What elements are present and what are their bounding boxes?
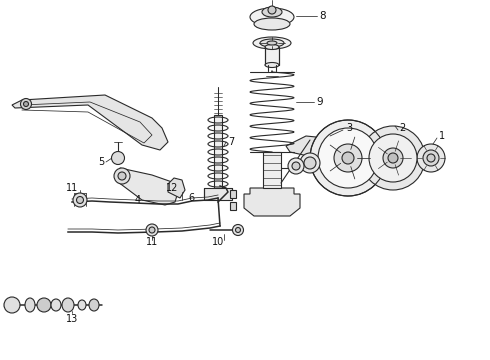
Text: 10: 10: [212, 237, 224, 247]
Circle shape: [300, 153, 320, 173]
Circle shape: [73, 193, 87, 207]
Circle shape: [388, 153, 398, 163]
Circle shape: [268, 6, 276, 14]
Text: 7: 7: [228, 137, 234, 147]
Text: 3: 3: [346, 123, 352, 133]
Circle shape: [423, 150, 439, 166]
Bar: [230, 190, 236, 198]
Ellipse shape: [37, 298, 51, 312]
Ellipse shape: [25, 298, 35, 312]
Circle shape: [369, 134, 417, 182]
Circle shape: [427, 154, 435, 162]
Ellipse shape: [260, 39, 284, 47]
Circle shape: [232, 225, 244, 235]
Ellipse shape: [262, 7, 282, 17]
Ellipse shape: [89, 299, 99, 311]
Ellipse shape: [267, 41, 277, 45]
Bar: [263, 152, 281, 188]
Bar: [230, 202, 236, 210]
Text: 4: 4: [135, 195, 141, 205]
Circle shape: [318, 128, 378, 188]
Circle shape: [21, 99, 31, 109]
Circle shape: [114, 168, 130, 184]
Circle shape: [310, 120, 386, 196]
Circle shape: [76, 197, 83, 203]
Text: 8: 8: [319, 11, 326, 21]
Ellipse shape: [265, 45, 279, 49]
Text: 6: 6: [188, 193, 194, 203]
Ellipse shape: [62, 298, 74, 312]
Polygon shape: [118, 168, 178, 205]
Text: 12: 12: [166, 183, 178, 193]
Ellipse shape: [265, 63, 279, 68]
Bar: [204, 188, 232, 200]
Circle shape: [112, 152, 124, 165]
Ellipse shape: [78, 300, 86, 310]
Bar: [265, 47, 279, 65]
Bar: [214, 115, 222, 188]
Text: 2: 2: [399, 123, 405, 133]
Text: 13: 13: [66, 314, 78, 324]
Circle shape: [146, 224, 158, 236]
Ellipse shape: [254, 18, 290, 30]
Circle shape: [149, 227, 155, 233]
Polygon shape: [168, 178, 185, 198]
Circle shape: [288, 158, 304, 174]
Text: 1: 1: [439, 131, 445, 141]
Circle shape: [417, 144, 445, 172]
Circle shape: [334, 144, 362, 172]
Ellipse shape: [51, 299, 61, 311]
Text: 11: 11: [146, 237, 158, 247]
Circle shape: [4, 297, 20, 313]
Polygon shape: [286, 136, 332, 160]
Circle shape: [236, 228, 241, 233]
Circle shape: [304, 157, 316, 169]
Circle shape: [292, 162, 300, 170]
Polygon shape: [244, 188, 300, 216]
Circle shape: [383, 148, 403, 168]
Circle shape: [118, 172, 126, 180]
Polygon shape: [12, 95, 168, 150]
Circle shape: [24, 102, 28, 107]
Text: 9: 9: [316, 97, 322, 107]
Circle shape: [361, 126, 425, 190]
Text: 5: 5: [98, 157, 104, 167]
Text: 11: 11: [66, 183, 78, 193]
Circle shape: [342, 152, 354, 164]
Ellipse shape: [253, 37, 291, 49]
Ellipse shape: [250, 8, 294, 26]
